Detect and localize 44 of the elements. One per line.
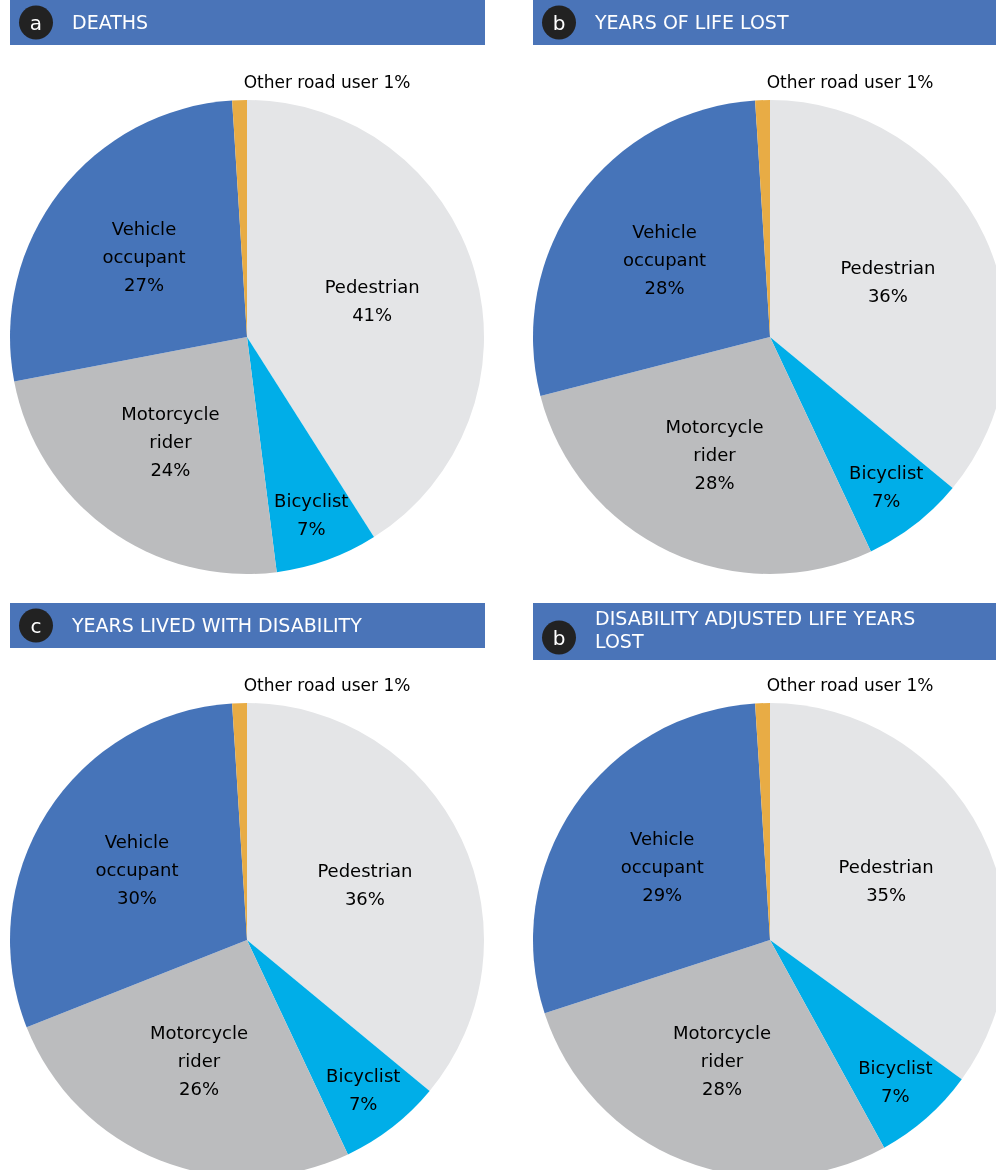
slice-label: Pedestrian xyxy=(317,859,413,881)
data-label: 26% xyxy=(179,1078,220,1100)
slice-label: Other road user 1% xyxy=(243,675,411,695)
slice-label: Vehicle occupant xyxy=(622,221,707,271)
data-label: 7% xyxy=(881,1085,910,1107)
chart-title: YEARS OF LIFE LOST xyxy=(594,11,789,33)
slice-label: Pedestrian xyxy=(840,256,936,278)
slice-label: Bicyclist xyxy=(858,1057,933,1079)
slice-label: Bicyclist xyxy=(274,490,349,512)
slice-label: Pedestrian xyxy=(324,275,420,297)
slice-label: Other road user 1% xyxy=(766,675,934,695)
data-label: 28% xyxy=(702,1078,743,1100)
chart-title: YEARS LIVED WITH DISABILITY xyxy=(71,614,363,636)
text: a xyxy=(29,10,43,35)
data-label: 27% xyxy=(124,274,165,296)
slice-label: Motorcycle rider xyxy=(121,403,220,453)
data-label: 28% xyxy=(694,471,735,493)
data-label: 30% xyxy=(116,887,157,909)
slice-label: Pedestrian xyxy=(838,855,934,877)
slice-label: Other road user 1% xyxy=(243,72,411,92)
data-label: 41% xyxy=(352,303,393,325)
slice-label: Bicyclist xyxy=(849,461,924,483)
slice-label: Vehicle occupant xyxy=(95,831,179,881)
slice-label: Other road user 1% xyxy=(766,72,934,92)
data-label: 28% xyxy=(644,277,685,299)
chart-title: DEATHS xyxy=(72,11,149,33)
data-label: 29% xyxy=(642,883,683,905)
slice-label: Motorcycle rider xyxy=(665,415,764,465)
slice-label: Vehicle occupant xyxy=(102,218,186,268)
text: b xyxy=(552,10,566,35)
slice-label: Vehicle occupant xyxy=(620,827,704,877)
data-label: 7% xyxy=(348,1092,378,1114)
text: c xyxy=(30,613,42,638)
data-label: 24% xyxy=(150,459,191,481)
slice-label: Motorcycle rider xyxy=(672,1022,772,1072)
data-label: 7% xyxy=(871,489,901,511)
data-label: 7% xyxy=(296,518,326,540)
slice-label: Motorcycle rider xyxy=(149,1022,249,1072)
data-label: 35% xyxy=(866,883,907,905)
slice-label: Bicyclist xyxy=(326,1064,401,1086)
chart-title: DISABILITY ADJUSTED LIFE YEARS LOST xyxy=(595,607,916,652)
data-label: 36% xyxy=(867,284,908,306)
text: b xyxy=(552,625,566,650)
data-label: 36% xyxy=(344,887,385,909)
